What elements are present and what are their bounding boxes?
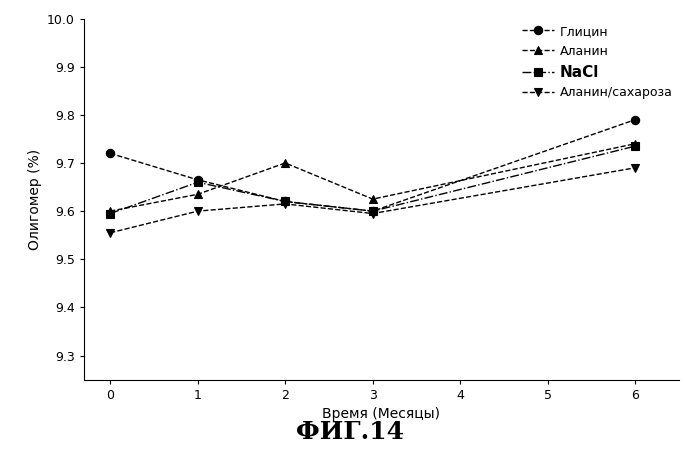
- Y-axis label: Олигомер (%): Олигомер (%): [27, 149, 41, 250]
- Аланин/сахароза: [281, 201, 290, 206]
- Legend: Глицин, Аланин, NaCl, Аланин/сахароза: Глицин, Аланин, NaCl, Аланин/сахароза: [517, 20, 678, 104]
- Аланин: [193, 192, 202, 197]
- Аланин: [281, 160, 290, 166]
- Line: Глицин: Глицин: [106, 115, 639, 215]
- NaCl: [368, 208, 377, 214]
- Line: NaCl: NaCl: [106, 142, 639, 218]
- Глицин: [631, 117, 640, 122]
- Text: ФИГ.14: ФИГ.14: [296, 420, 404, 444]
- Глицин: [281, 199, 290, 204]
- Аланин/сахароза: [193, 208, 202, 214]
- X-axis label: Время (Месяцы): Время (Месяцы): [323, 407, 440, 421]
- Аланин: [368, 196, 377, 202]
- Line: Аланин: Аланин: [106, 139, 639, 215]
- Аланин: [631, 141, 640, 146]
- Аланин/сахароза: [106, 230, 115, 236]
- Аланин: [106, 208, 115, 214]
- Глицин: [106, 150, 115, 156]
- Глицин: [193, 177, 202, 182]
- Аланин/сахароза: [631, 165, 640, 170]
- NaCl: [106, 211, 115, 216]
- NaCl: [193, 180, 202, 185]
- Глицин: [368, 208, 377, 214]
- Аланин/сахароза: [368, 211, 377, 216]
- NaCl: [631, 144, 640, 149]
- NaCl: [281, 199, 290, 204]
- Line: Аланин/сахароза: Аланин/сахароза: [106, 163, 639, 237]
